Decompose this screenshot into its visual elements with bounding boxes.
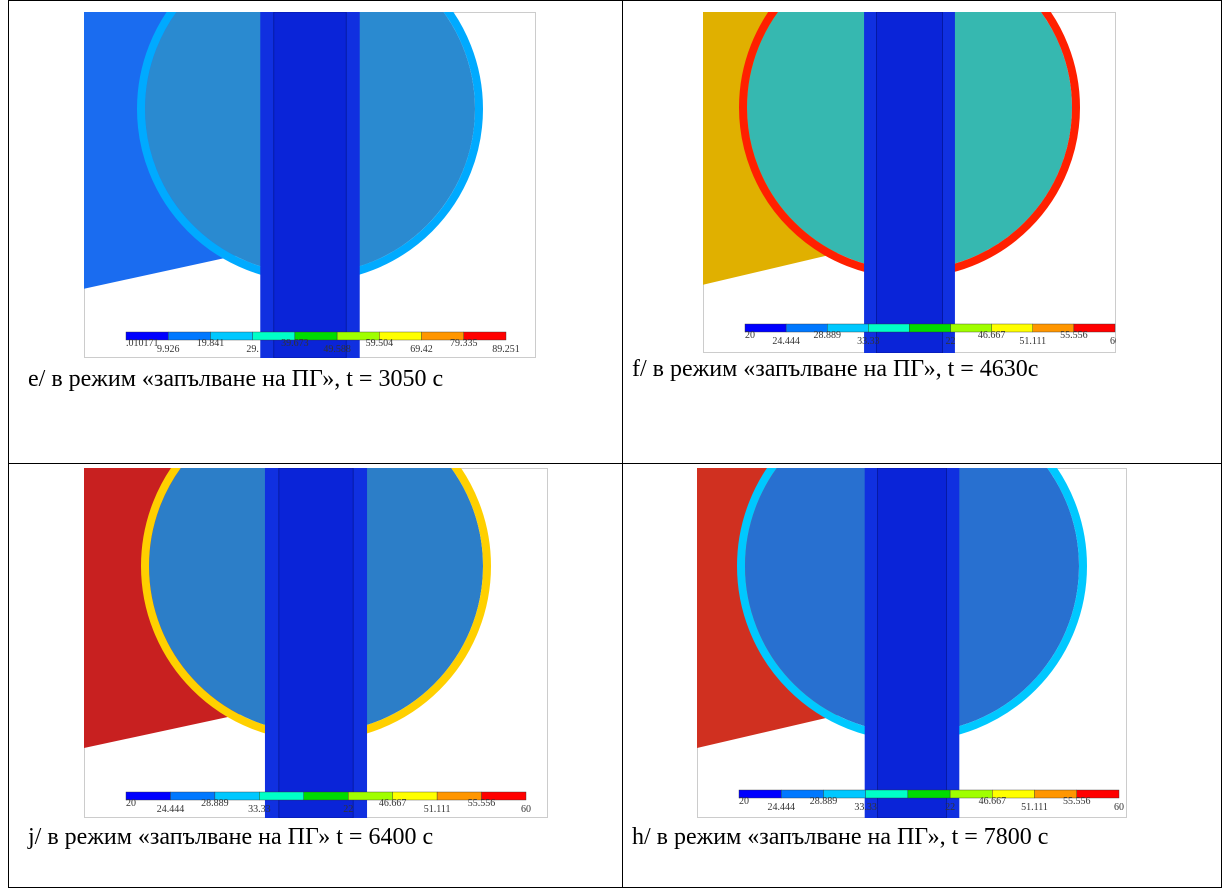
- colorbar-label: 28.889: [813, 330, 841, 341]
- table-border: [8, 0, 1222, 1]
- colorbar-label: 39.673: [281, 338, 309, 349]
- colorbar-label: 20: [126, 798, 136, 809]
- colorbar-segment: [868, 324, 909, 332]
- colorbar-label: 28.889: [201, 798, 229, 809]
- colorbar-label: 51.111: [424, 804, 451, 815]
- colorbar-label: 33.33: [857, 336, 880, 347]
- colorbar-segment: [909, 324, 950, 332]
- caption: e/ в режим «запълване на ПГ», t = 3050 с: [28, 366, 443, 393]
- colorbar-label: 22: [343, 804, 353, 815]
- colorbar-label: 55.556: [1063, 796, 1091, 807]
- fea-image: 20 24.444 28.889 33.33 22 46.667 51.111 55.556 6…: [697, 468, 1127, 818]
- colorbar-label: 20: [745, 330, 755, 341]
- colorbar-segment: [908, 790, 950, 798]
- colorbar-label: 46.667: [379, 798, 407, 809]
- colorbar-label: 89.251: [492, 344, 520, 355]
- colorbar-label: 46.667: [978, 330, 1006, 341]
- colorbar-label: 33.33: [248, 804, 270, 815]
- colorbar-label: 9.926: [157, 344, 180, 355]
- colorbar-label: 60: [521, 804, 531, 815]
- caption: f/ в режим «запълване на ПГ», t = 4630с: [632, 356, 1038, 383]
- colorbar-label: 59.504: [366, 338, 394, 349]
- caption: h/ в режим «запълване на ПГ», t = 7800 с: [632, 824, 1048, 851]
- colorbar-label: 46.667: [979, 796, 1007, 807]
- table-border: [1221, 0, 1222, 888]
- colorbar-label: 24.444: [157, 804, 185, 815]
- fea-image: 20 24.444 28.889 33.33 22 46.667 51.111 55.556 6…: [84, 468, 548, 818]
- colorbar-label: 29.: [246, 344, 259, 355]
- page: .0101719.926 19.841 29. 39.673 49.588 59.504 6…: [0, 0, 1229, 888]
- colorbar-label: 49.588: [323, 344, 351, 355]
- colorbar-label: 69.42: [410, 344, 433, 355]
- table-border: [622, 0, 623, 888]
- colorbar-label: 55.556: [1060, 330, 1088, 341]
- colorbar-label: 51.111: [1021, 802, 1048, 813]
- colorbar-label: 24.444: [767, 802, 795, 813]
- fea-image: 20 24.444 28.889 33.33 22 46.667 51.111 55.556 6…: [703, 12, 1116, 353]
- colorbar-label: 55.556: [468, 798, 496, 809]
- nozzle-edge: [876, 12, 942, 353]
- colorbar-label: 79.335: [450, 338, 478, 349]
- nozzle-edge: [878, 468, 947, 818]
- colorbar-label: 60: [1114, 802, 1124, 813]
- nozzle-edge: [274, 12, 346, 358]
- colorbar-segment: [259, 792, 303, 800]
- colorbar-label: .010171: [126, 338, 159, 349]
- colorbar-label: 22: [945, 802, 955, 813]
- colorbar-label: 24.444: [772, 336, 800, 347]
- colorbar-label: 51.111: [1019, 336, 1046, 347]
- colorbar-label: 22: [946, 336, 956, 347]
- colorbar-label: 33.33: [854, 802, 877, 813]
- colorbar-label: 28.889: [810, 796, 838, 807]
- colorbar-label: 60: [1110, 336, 1116, 347]
- colorbar-label: 19.841: [197, 338, 225, 349]
- colorbar-segment: [866, 790, 908, 798]
- table-border: [8, 0, 9, 888]
- table-border: [8, 463, 1222, 464]
- colorbar-segment: [304, 792, 348, 800]
- colorbar-label: 20: [739, 796, 749, 807]
- caption: j/ в режим «запълване на ПГ» t = 6400 с: [28, 824, 433, 851]
- nozzle-edge: [279, 468, 353, 818]
